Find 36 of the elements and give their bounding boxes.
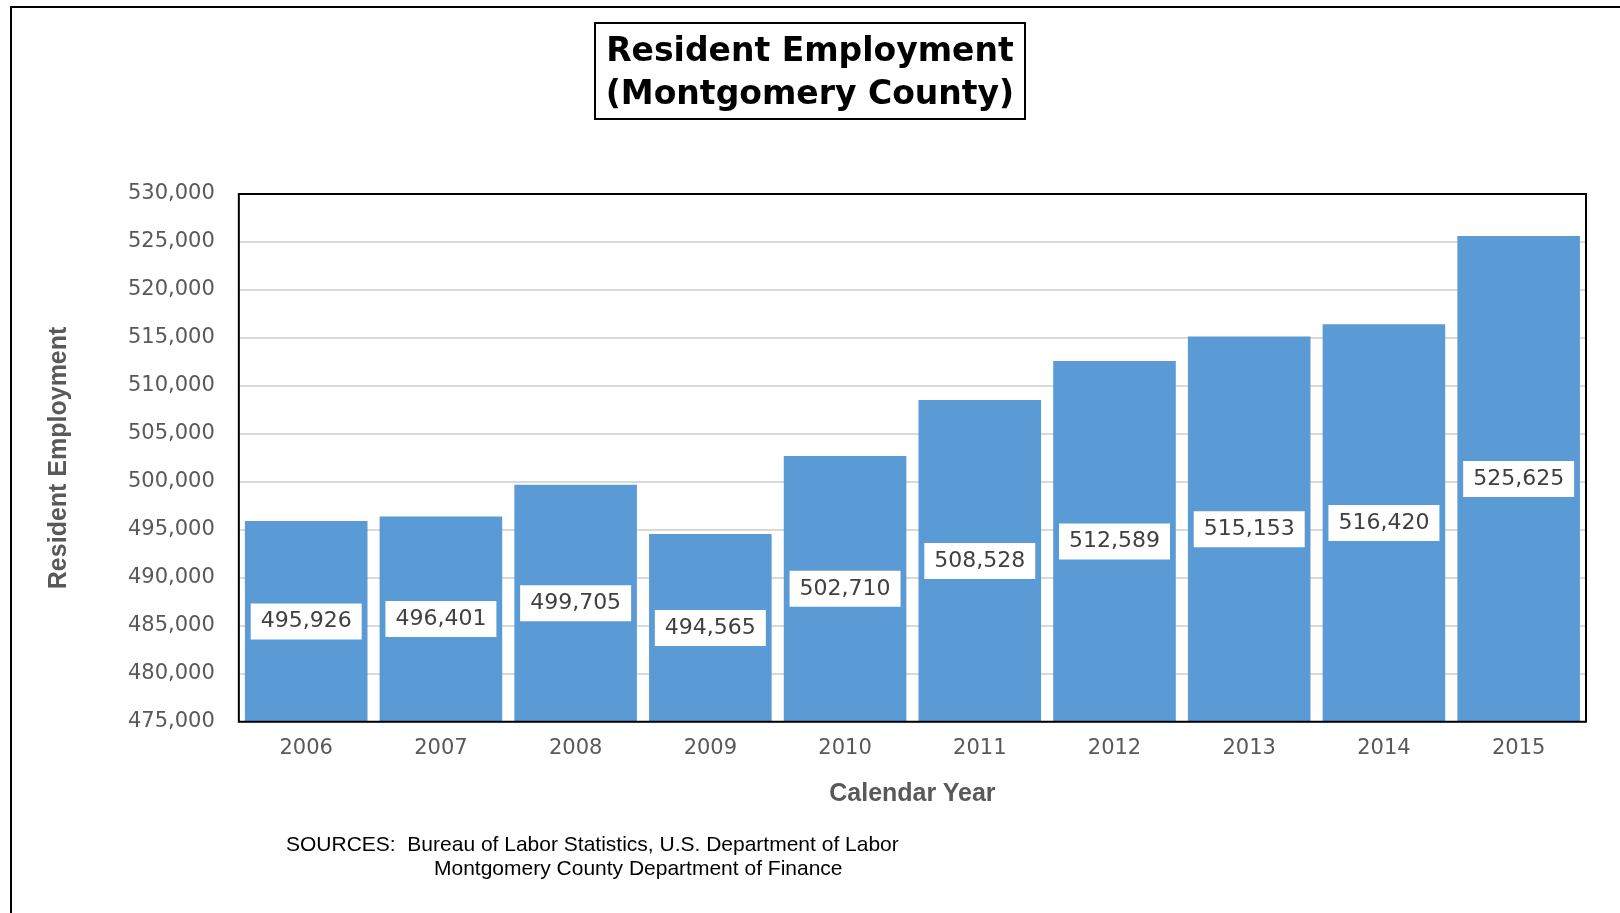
y-tick-label: 485,000	[128, 612, 215, 637]
data-label: 525,625	[1473, 464, 1565, 490]
y-tick-label: 525,000	[128, 228, 215, 253]
x-tick-label: 2012	[1087, 734, 1142, 759]
y-tick-label: 475,000	[128, 708, 215, 733]
x-tick-label: 2011	[953, 734, 1007, 759]
data-label: 494,565	[664, 613, 756, 639]
source-note: SOURCES: Bureau of Labor Statistics, U.S. Department of Labor Montgomery County Department of Finance	[286, 832, 899, 880]
chart-title: Resident Employment (Montgomery County)	[593, 22, 1027, 120]
data-label: 496,401	[395, 604, 487, 630]
x-tick-label: 2014	[1357, 734, 1411, 759]
data-label: 495,926	[260, 607, 352, 633]
y-tick-label: 500,000	[128, 468, 215, 493]
x-tick-label: 2015	[1491, 734, 1546, 759]
data-label: 508,528	[934, 546, 1026, 572]
y-tick-label: 495,000	[128, 516, 215, 541]
data-label: 515,153	[1203, 514, 1295, 540]
data-label: 499,705	[530, 588, 622, 614]
x-tick-label: 2007	[414, 734, 468, 759]
x-tick-label: 2013	[1222, 734, 1276, 759]
data-label: 502,710	[799, 574, 891, 600]
data-label: 516,420	[1338, 508, 1430, 534]
y-axis-title: Resident Employment	[42, 325, 71, 590]
y-tick-label: 490,000	[128, 564, 215, 589]
y-tick-label: 505,000	[128, 420, 215, 445]
data-label: 512,589	[1069, 527, 1160, 553]
y-tick-label: 515,000	[128, 324, 215, 349]
x-tick-label: 2010	[818, 734, 872, 759]
x-tick-label: 2009	[683, 734, 738, 759]
x-tick-label: 2008	[548, 734, 603, 759]
y-tick-label: 520,000	[128, 276, 215, 301]
y-tick-label: 510,000	[128, 372, 215, 397]
y-tick-label: 530,000	[128, 180, 215, 205]
x-axis-title: Calendar Year	[829, 777, 996, 806]
y-tick-label: 480,000	[128, 660, 215, 685]
x-tick-label: 2006	[279, 734, 333, 759]
